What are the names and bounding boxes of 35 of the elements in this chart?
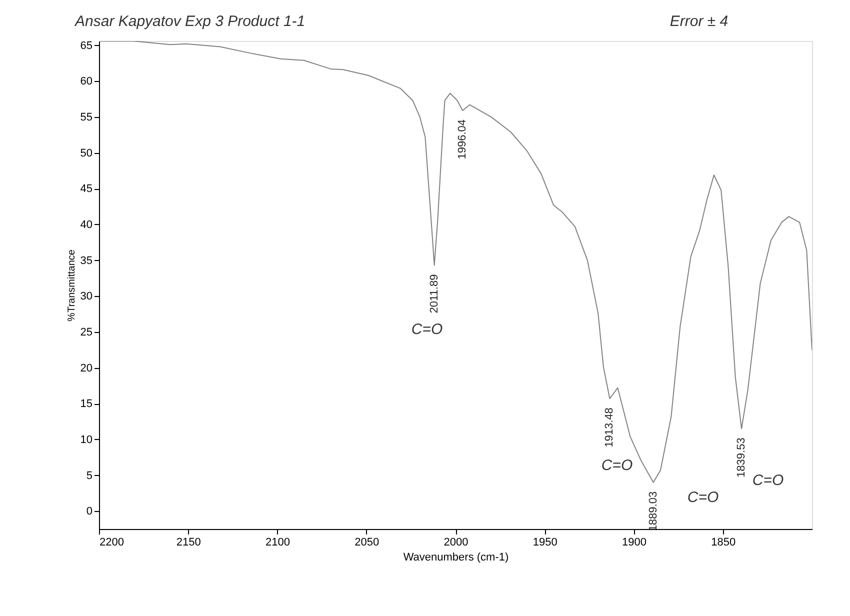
chart-title: Ansar Kapyatov Exp 3 Product 1-1 <box>74 13 306 30</box>
x-tick-label: 1950 <box>532 536 558 548</box>
y-tick-label: 45 <box>80 183 92 196</box>
y-tick-label: 20 <box>80 362 92 374</box>
y-tick-label: 65 <box>80 40 92 52</box>
y-tick-label: 35 <box>80 254 92 267</box>
y-tick-label: 5 <box>86 470 92 482</box>
annotation: C=O <box>752 472 784 489</box>
y-tick-label: 10 <box>80 434 92 446</box>
x-axis-title: Wavenumbers (cm-1) <box>403 552 509 564</box>
y-tick-label: 0 <box>86 506 92 518</box>
x-tick-label: 2100 <box>266 536 290 548</box>
y-tick-label: 50 <box>80 147 92 160</box>
x-tick-label: 2050 <box>354 536 380 548</box>
text: Error ± 4 <box>670 13 728 30</box>
annotation: C=O <box>601 457 633 474</box>
x-tick-label: 2200 <box>100 536 124 548</box>
y-tick-label: 55 <box>80 111 92 124</box>
x-tick-label: 2150 <box>176 536 201 548</box>
annotation: 1996.04 <box>456 120 469 160</box>
annotation: 1889.03 <box>647 491 660 532</box>
y-tick-label: 40 <box>80 218 92 231</box>
annotation: C=O <box>411 321 443 338</box>
y-tick-label: 15 <box>80 398 92 410</box>
x-tick-label: 1850 <box>711 536 736 548</box>
y-tick-label: 25 <box>80 326 92 338</box>
annotation: 2011.89 <box>428 274 440 314</box>
annotation: C=O <box>687 489 719 506</box>
annotation: 1913.48 <box>604 408 616 448</box>
y-tick-label: 30 <box>80 290 92 303</box>
x-tick-label: 1900 <box>622 536 646 548</box>
annotation: 1839.53 <box>736 438 748 478</box>
y-axis-title: %Transmittance <box>66 249 78 322</box>
y-tick-label: 60 <box>80 76 92 88</box>
x-tick-label: 2000 <box>444 536 468 548</box>
